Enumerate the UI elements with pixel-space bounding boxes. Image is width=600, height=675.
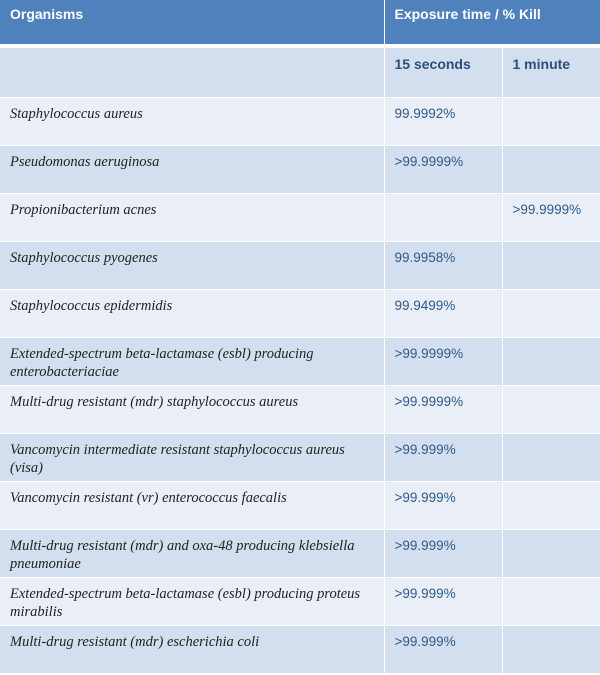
kill-1-minute-cell <box>502 481 600 530</box>
table-row: Multi-drug resistant (mdr) staphylococcu… <box>0 385 600 434</box>
kill-15-seconds-cell: >99.9999% <box>384 145 503 194</box>
exposure-column-header: Exposure time / % Kill <box>384 0 600 48</box>
kill-15-seconds-cell: 99.9958% <box>384 241 503 290</box>
kill-1-minute-cell <box>502 97 600 146</box>
table-row: Extended-spectrum beta-lactamase (esbl) … <box>0 337 600 386</box>
organism-cell: Extended-spectrum beta-lactamase (esbl) … <box>0 337 385 386</box>
kill-1-minute-cell <box>502 241 600 290</box>
table-row: Staphylococcus epidermidis 99.9499% <box>0 289 600 338</box>
organism-cell: Staphylococcus aureus <box>0 97 385 146</box>
kill-1-minute-cell: >99.9999% <box>502 193 600 242</box>
kill-15-seconds-cell: >99.9999% <box>384 385 503 434</box>
table-row: Vancomycin resistant (vr) enterococcus f… <box>0 481 600 530</box>
table-row: Pseudomonas aeruginosa >99.9999% <box>0 145 600 194</box>
kill-15-seconds-cell: 99.9499% <box>384 289 503 338</box>
table-row: Multi-drug resistant (mdr) and oxa-48 pr… <box>0 529 600 578</box>
kill-1-minute-cell <box>502 625 600 674</box>
kill-15-seconds-cell <box>384 193 503 242</box>
organism-cell: Pseudomonas aeruginosa <box>0 145 385 194</box>
subheader-empty-cell <box>0 46 385 98</box>
kill-15-seconds-cell: >99.999% <box>384 433 503 482</box>
kill-15-seconds-cell: >99.999% <box>384 529 503 578</box>
organism-cell: Multi-drug resistant (mdr) and oxa-48 pr… <box>0 529 385 578</box>
table-row: Multi-drug resistant (mdr) escherichia c… <box>0 625 600 674</box>
organism-cell: Propionibacterium acnes <box>0 193 385 242</box>
exposure-subheader-row: 15 seconds 1 minute <box>0 46 600 98</box>
organism-cell: Multi-drug resistant (mdr) escherichia c… <box>0 625 385 674</box>
table-body: 15 seconds 1 minute Staphylococcus aureu… <box>0 46 600 674</box>
kill-1-minute-cell <box>502 529 600 578</box>
organism-cell: Extended-spectrum beta-lactamase (esbl) … <box>0 577 385 626</box>
kill-1-minute-cell <box>502 577 600 626</box>
organism-cell: Vancomycin resistant (vr) enterococcus f… <box>0 481 385 530</box>
kill-15-seconds-cell: >99.999% <box>384 577 503 626</box>
table-row: Staphylococcus aureus 99.9992% <box>0 97 600 146</box>
table-header-row: Organisms Exposure time / % Kill <box>0 0 600 48</box>
kill-15-seconds-cell: >99.999% <box>384 625 503 674</box>
kill-1-minute-cell <box>502 145 600 194</box>
organism-cell: Staphylococcus pyogenes <box>0 241 385 290</box>
subheader-15-seconds: 15 seconds <box>384 46 503 98</box>
kill-15-seconds-cell: 99.9992% <box>384 97 503 146</box>
organism-cell: Multi-drug resistant (mdr) staphylococcu… <box>0 385 385 434</box>
table-row: Propionibacterium acnes >99.9999% <box>0 193 600 242</box>
organisms-column-header: Organisms <box>0 0 385 48</box>
subheader-1-minute: 1 minute <box>502 46 600 98</box>
kill-1-minute-cell <box>502 385 600 434</box>
kill-1-minute-cell <box>502 289 600 338</box>
organism-cell: Vancomycin intermediate resistant staphy… <box>0 433 385 482</box>
kill-1-minute-cell <box>502 433 600 482</box>
table-row: Staphylococcus pyogenes 99.9958% <box>0 241 600 290</box>
kill-15-seconds-cell: >99.999% <box>384 481 503 530</box>
organism-cell: Staphylococcus epidermidis <box>0 289 385 338</box>
kill-1-minute-cell <box>502 337 600 386</box>
table-row: Extended-spectrum beta-lactamase (esbl) … <box>0 577 600 626</box>
table-row: Vancomycin intermediate resistant staphy… <box>0 433 600 482</box>
kill-15-seconds-cell: >99.9999% <box>384 337 503 386</box>
